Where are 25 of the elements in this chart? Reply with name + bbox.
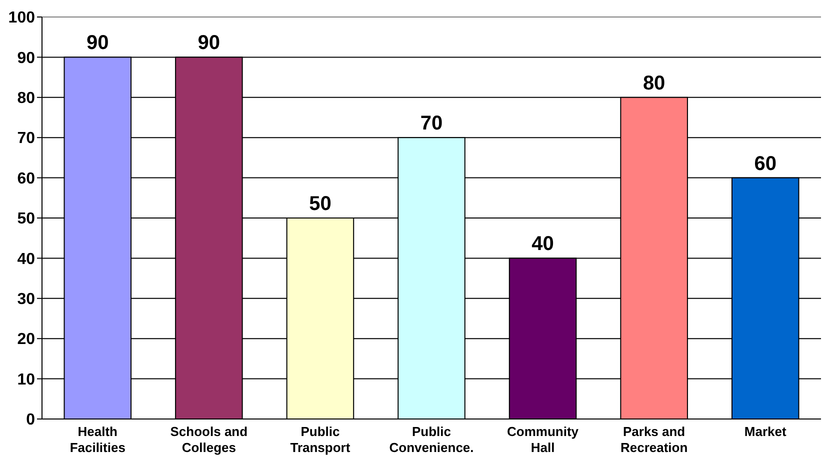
x-tick-label: Market <box>744 424 787 439</box>
data-label: 60 <box>754 152 776 175</box>
data-label: 90 <box>198 32 220 54</box>
y-tick-label: 20 <box>17 331 36 348</box>
data-label: 70 <box>420 112 443 135</box>
y-tick-label: 10 <box>17 371 36 388</box>
x-tick-label: Public Transport <box>290 424 351 455</box>
x-tick-label: Public Convenience. <box>389 424 474 455</box>
y-tick-label: 60 <box>17 170 36 188</box>
data-label: 90 <box>86 32 109 54</box>
y-tick-label: 50 <box>17 210 36 228</box>
y-tick-label: 0 <box>26 412 36 429</box>
data-label: 80 <box>642 72 666 94</box>
x-tick-label: Schools and Colleges <box>170 424 248 455</box>
y-tick-label: 70 <box>17 130 36 148</box>
y-tick-label: 90 <box>17 50 36 67</box>
y-tick-label: 100 <box>8 10 36 27</box>
x-tick-label: Health Facilities <box>70 424 126 455</box>
x-tick-label: Community Hall <box>507 424 580 455</box>
y-tick-label: 80 <box>17 90 36 107</box>
y-tick-label: 40 <box>17 250 36 268</box>
data-label: 50 <box>309 193 332 215</box>
x-tick-label: Parks and Recreation <box>620 424 688 455</box>
data-label: 40 <box>532 233 554 256</box>
y-tick-label: 30 <box>17 291 36 308</box>
